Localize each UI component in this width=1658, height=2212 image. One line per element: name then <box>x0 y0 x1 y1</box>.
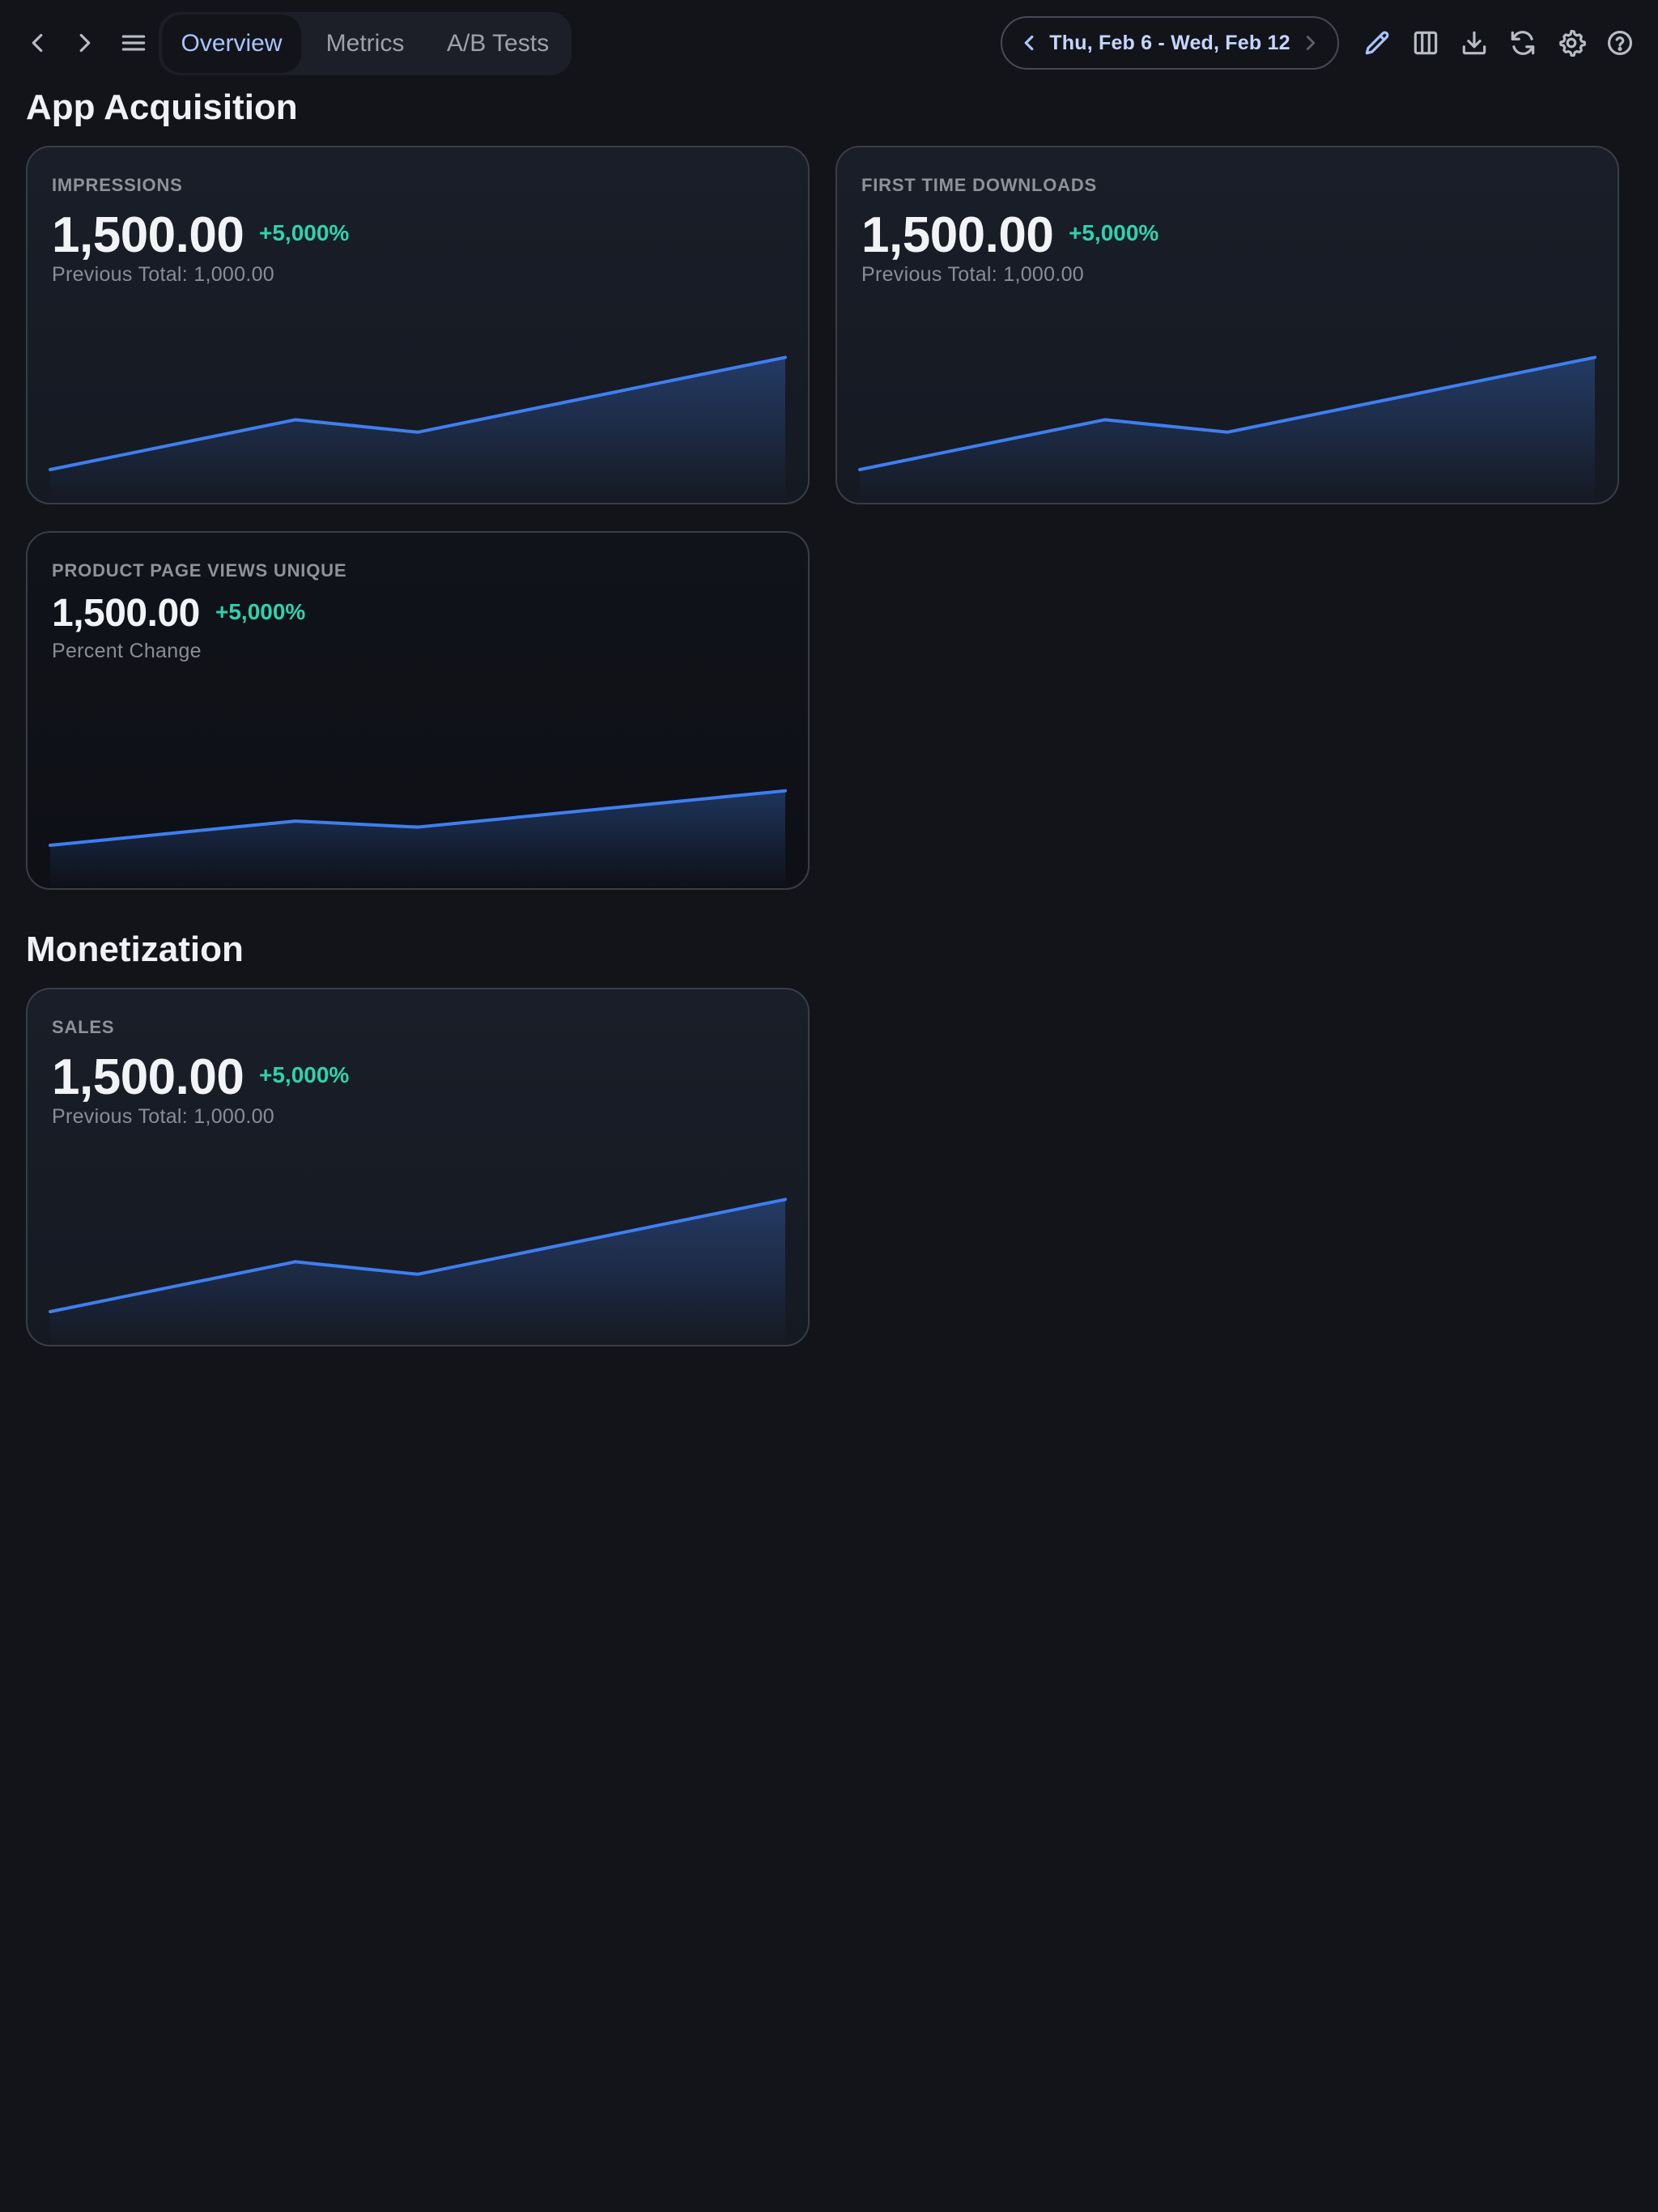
date-range-picker[interactable]: Thu, Feb 6 - Wed, Feb 12 <box>1001 16 1339 70</box>
metric-value: 1,500.00 <box>861 207 1054 263</box>
section-title-monetization: Monetization <box>26 929 244 969</box>
metric-card-first-time-downloads[interactable]: FIRST TIME DOWNLOADS 1,500.00 +5,000% Pr… <box>835 146 1619 504</box>
chart-area <box>50 790 785 888</box>
top-bar: Overview Metrics A/B Tests Thu, Feb 6 - … <box>0 0 1658 86</box>
metric-label: SALES <box>52 1017 115 1037</box>
metric-card-impressions[interactable]: IMPRESSIONS 1,500.00 +5,000% Previous To… <box>26 146 810 504</box>
metric-card-sales[interactable]: SALES 1,500.00 +5,000% Previous Total: 1… <box>26 988 810 1346</box>
sparkline-chart <box>49 1197 787 1345</box>
chart-area <box>50 1199 785 1345</box>
sparkline-chart <box>49 789 787 888</box>
chart-line <box>49 355 787 471</box>
metric-value: 1,500.00 <box>52 207 244 263</box>
tab-bar: Overview Metrics A/B Tests <box>159 12 572 75</box>
metric-change: +5,000% <box>259 220 350 245</box>
chart-area <box>50 357 785 503</box>
help-icon[interactable] <box>1597 20 1643 66</box>
columns-icon[interactable] <box>1403 20 1448 66</box>
metric-label: FIRST TIME DOWNLOADS <box>861 175 1097 195</box>
metric-change: +5,000% <box>259 1062 350 1087</box>
chart-area <box>860 357 1595 503</box>
metric-change: +5,000% <box>1069 220 1159 245</box>
gear-icon[interactable] <box>1549 20 1594 66</box>
sparkline-chart <box>858 355 1596 503</box>
date-previous-icon[interactable] <box>1015 29 1043 57</box>
hamburger-menu-icon[interactable] <box>111 20 156 66</box>
date-next-icon[interactable] <box>1297 29 1324 57</box>
chevron-left-icon[interactable] <box>15 20 60 66</box>
metric-change: +5,000% <box>215 599 306 624</box>
download-icon[interactable] <box>1452 20 1497 66</box>
chart-line <box>858 355 1596 471</box>
tab-overview[interactable]: Overview <box>162 15 301 73</box>
tab-ab-tests[interactable]: A/B Tests <box>446 30 550 57</box>
chart-line <box>49 789 787 847</box>
metric-value: 1,500.00 <box>52 1049 244 1105</box>
metric-subtitle: Percent Change <box>52 640 202 662</box>
metric-subtitle: Previous Total: 1,000.00 <box>52 1105 274 1128</box>
pencil-icon[interactable] <box>1354 20 1400 66</box>
refresh-icon[interactable] <box>1500 20 1545 66</box>
chart-line <box>49 1197 787 1313</box>
tab-metrics[interactable]: Metrics <box>325 30 405 57</box>
metric-subtitle: Previous Total: 1,000.00 <box>52 263 274 286</box>
metric-subtitle: Previous Total: 1,000.00 <box>861 263 1084 286</box>
metric-label: PRODUCT PAGE VIEWS UNIQUE <box>52 560 347 581</box>
section-title-app-acquisition: App Acquisition <box>26 87 298 127</box>
metric-label: IMPRESSIONS <box>52 175 183 195</box>
sparkline-chart <box>49 355 787 503</box>
date-range-label: Thu, Feb 6 - Wed, Feb 12 <box>1049 31 1290 54</box>
chevron-right-icon[interactable] <box>62 20 108 66</box>
metric-value: 1,500.00 <box>52 592 200 635</box>
metric-card-product-page-views-unique[interactable]: PRODUCT PAGE VIEWS UNIQUE 1,500.00 +5,00… <box>26 531 810 890</box>
